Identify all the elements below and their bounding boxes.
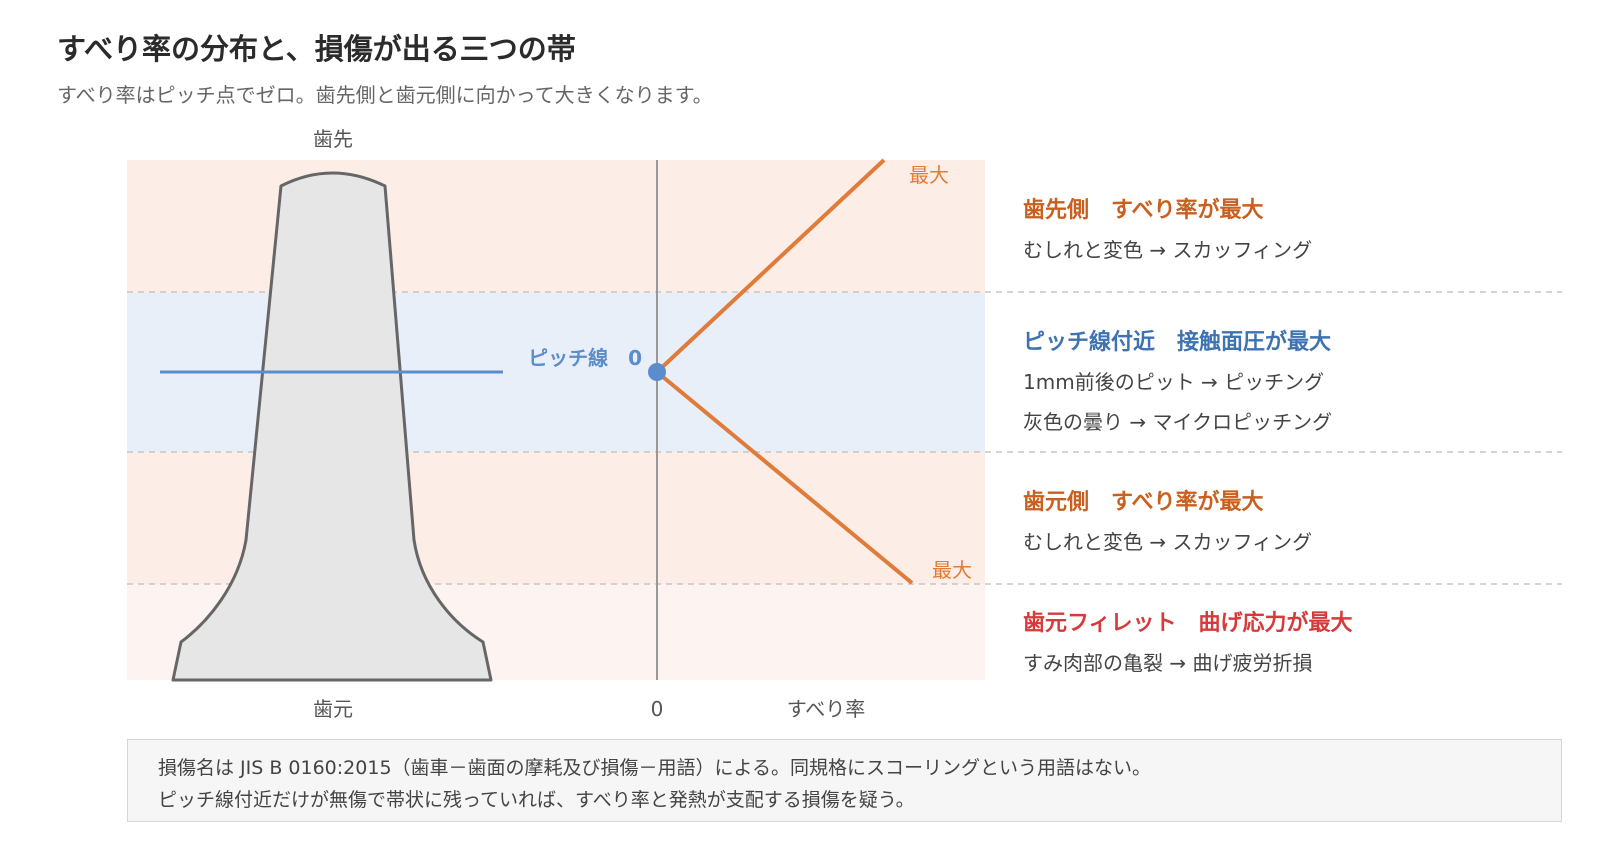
- zero-axis-label: 0: [651, 697, 664, 721]
- tip-band: [127, 160, 985, 293]
- page-title: すべり率の分布と、損傷が出る三つの帯: [57, 32, 576, 66]
- zone-tip-desc: むしれと変色 → スカッフィング: [1023, 238, 1313, 262]
- zone-root-title: 歯元側 すべり率が最大: [1023, 490, 1264, 515]
- zone-fillet-title: 歯元フィレット 曲げ応力が最大: [1023, 611, 1353, 636]
- zone-tip-title: 歯先側 すべり率が最大: [1023, 198, 1264, 223]
- zone-pitch-desc-1: 1mm前後のピット → ピッチング: [1023, 370, 1325, 394]
- zone-pitch-desc-2: 灰色の曇り → マイクロピッチング: [1023, 410, 1333, 434]
- root-label: 歯元: [313, 697, 353, 721]
- pitch-line-label: ピッチ線 0: [528, 346, 642, 370]
- note-line-2: ピッチ線付近だけが無傷で帯状に残っていれば、すべり率と発熱が支配する損傷を疑う。: [158, 789, 915, 811]
- pitch-point: [648, 363, 666, 381]
- zone-fillet-desc: すみ肉部の亀裂 → 曲げ疲労折損: [1023, 651, 1313, 675]
- note-line-1: 損傷名は JIS B 0160:2015（歯車－歯面の摩耗及び損傷－用語）による…: [158, 757, 1151, 779]
- slip-line-tip: [655, 158, 886, 374]
- zone-root-desc: むしれと変色 → スカッフィング: [1023, 530, 1313, 554]
- max-top-label: 最大: [909, 163, 949, 187]
- page-subtitle: すべり率はピッチ点でゼロ。歯先側と歯元側に向かって大きくなります。: [57, 83, 713, 107]
- slip-axis-label: すべり率: [787, 697, 866, 721]
- tip-label: 歯先: [313, 127, 353, 151]
- note-box: 損傷名は JIS B 0160:2015（歯車－歯面の摩耗及び損傷－用語）による…: [127, 739, 1562, 822]
- max-bottom-label: 最大: [932, 558, 972, 582]
- zone-pitch-title: ピッチ線付近 接触面圧が最大: [1023, 330, 1332, 355]
- tooth-profile: [171, 171, 493, 682]
- slip-ratio-diagram: 歯先 歯元 ピッチ線 0 0 すべり率 最大 最大: [127, 127, 1562, 721]
- slip-line-root: [655, 370, 914, 585]
